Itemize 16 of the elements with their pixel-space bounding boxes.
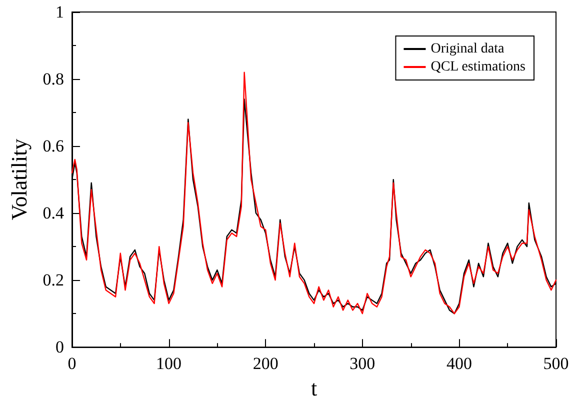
y-tick-label: 0.2 xyxy=(42,270,64,290)
x-tick-label: 100 xyxy=(156,354,182,374)
x-axis-title: t xyxy=(310,376,318,400)
y-tick-label: 1 xyxy=(56,2,64,22)
legend-label: QCL estimations xyxy=(430,60,526,74)
x-tick-label: 200 xyxy=(252,354,278,374)
y-tick-label: 0.6 xyxy=(42,136,64,156)
legend-label: Original data xyxy=(430,42,505,56)
x-tick-label: 500 xyxy=(543,354,569,374)
y-axis-title: Volatility xyxy=(6,138,32,220)
y-tick-label: 0.8 xyxy=(42,70,64,89)
y-tick-label: 0 xyxy=(56,338,64,357)
x-tick-label: 0 xyxy=(68,354,76,374)
y-tick-label: 0.4 xyxy=(42,204,64,223)
x-tick-label: 400 xyxy=(446,354,472,374)
x-tick-label: 300 xyxy=(350,354,376,374)
